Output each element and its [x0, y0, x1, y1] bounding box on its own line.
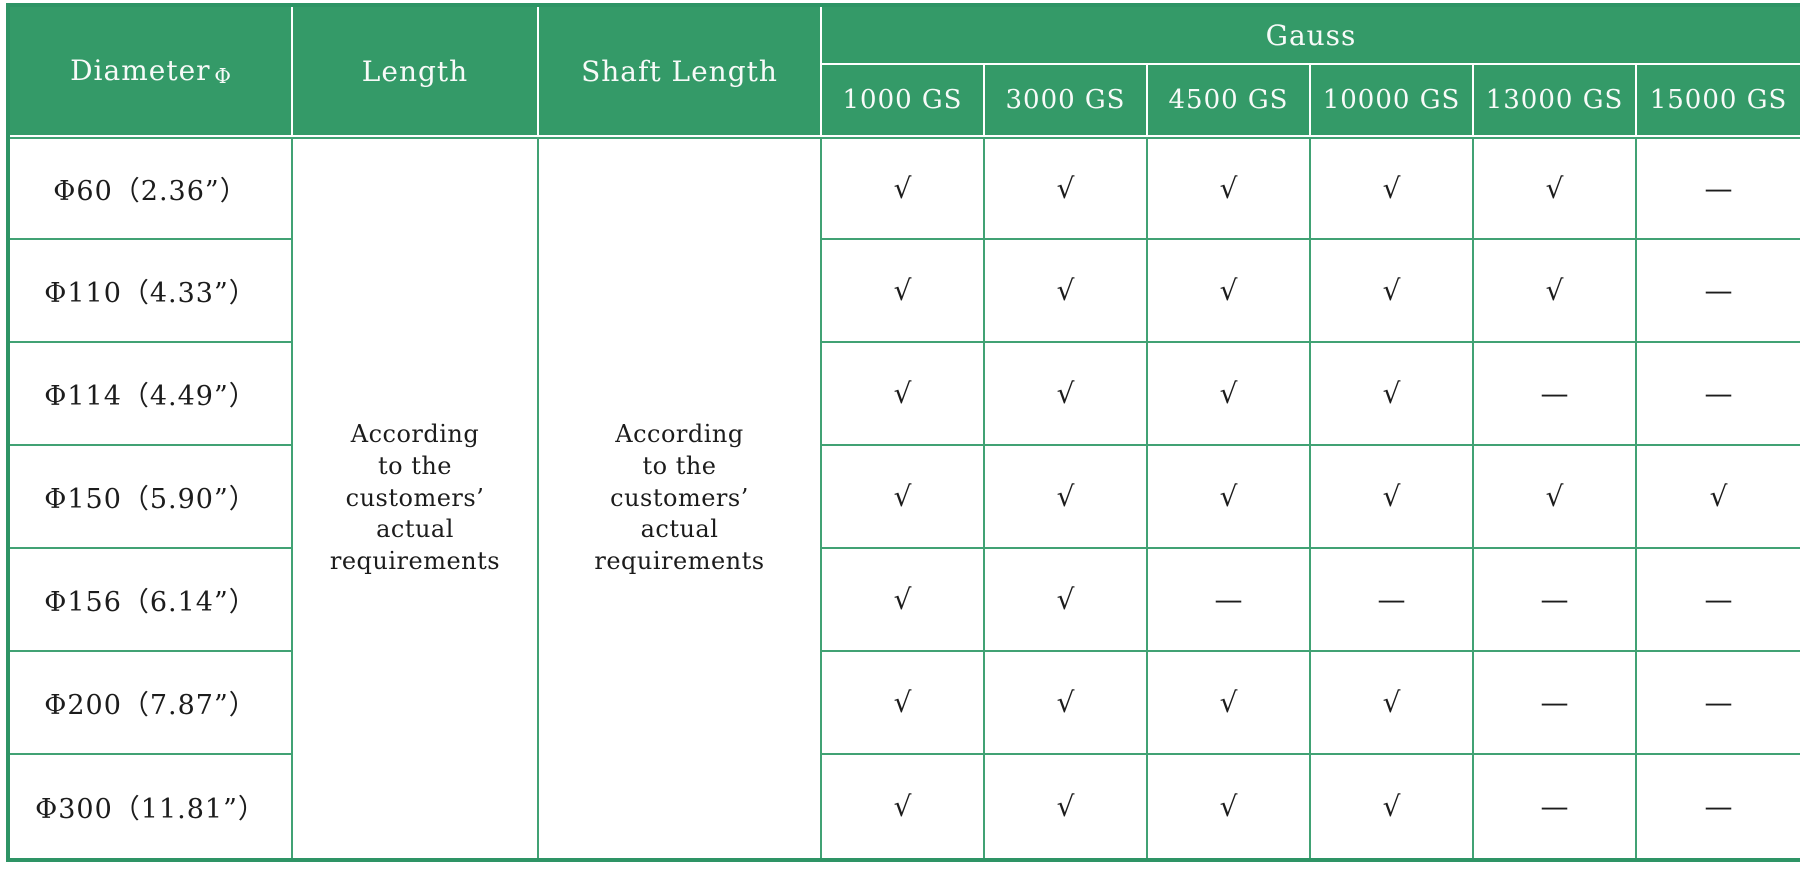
column-header-4500gs: 4500 GS — [1148, 65, 1311, 137]
gauss-mark: √ — [822, 549, 985, 652]
gauss-mark: √ — [822, 446, 985, 549]
diameter-value: Φ150（5.90”） — [10, 446, 293, 549]
gauss-mark: √ — [1474, 240, 1637, 343]
table-body: Φ60（2.36”） According to the customers’ a… — [10, 137, 1800, 858]
gauss-mark: √ — [985, 549, 1148, 652]
gauss-mark: — — [1474, 755, 1637, 858]
gauss-mark: √ — [822, 652, 985, 755]
gauss-mark: — — [1474, 343, 1637, 446]
diameter-label: Diameter — [70, 54, 211, 87]
gauss-mark: √ — [985, 240, 1148, 343]
column-header-13000gs: 13000 GS — [1474, 65, 1637, 137]
gauss-mark: — — [1148, 549, 1311, 652]
diameter-value: Φ60（2.36”） — [10, 137, 293, 240]
column-header-3000gs: 3000 GS — [985, 65, 1148, 137]
header-row-gauss-values: 1000 GS 3000 GS 4500 GS 10000 GS 13000 G… — [10, 65, 1800, 137]
gauss-mark: √ — [1311, 446, 1474, 549]
gauss-mark: √ — [985, 652, 1148, 755]
column-header-shaft-length: Shaft Length — [539, 7, 822, 137]
gauss-mark: √ — [985, 343, 1148, 446]
length-label: Length — [361, 54, 469, 88]
column-header-1000gs: 1000 GS — [822, 65, 985, 137]
gauss-mark: √ — [1311, 137, 1474, 240]
gauss-label: Gauss — [1265, 18, 1357, 52]
column-header-10000gs: 10000 GS — [1311, 65, 1474, 137]
diameter-value: Φ156（6.14”） — [10, 549, 293, 652]
table-row-d114: Φ114（4.49”） √ √ √ √ — — — [10, 343, 1800, 446]
gauss-mark: — — [1637, 240, 1800, 343]
gauss-mark: — — [1637, 137, 1800, 240]
gauss-mark: √ — [1311, 755, 1474, 858]
column-group-header-gauss: Gauss — [822, 7, 1800, 65]
gauss-mark: √ — [822, 343, 985, 446]
gauss-mark: √ — [1148, 446, 1311, 549]
shaft-length-note-cell: According to the customers’ actual requi… — [539, 137, 822, 858]
table-row-d200: Φ200（7.87”） √ √ √ √ — — — [10, 652, 1800, 755]
gauss-mark: — — [1637, 343, 1800, 446]
phi-symbol: Φ — [214, 64, 231, 88]
gauss-mark: √ — [1148, 343, 1311, 446]
gauss-mark: √ — [1474, 446, 1637, 549]
gauss-mark: √ — [1311, 652, 1474, 755]
gauss-mark: √ — [1474, 137, 1637, 240]
gauss-mark: √ — [1311, 240, 1474, 343]
diameter-value: Φ200（7.87”） — [10, 652, 293, 755]
gauss-mark: — — [1311, 549, 1474, 652]
gauss-mark: √ — [1148, 137, 1311, 240]
gauss-mark: √ — [985, 755, 1148, 858]
column-header-15000gs: 15000 GS — [1637, 65, 1800, 137]
magnet-spec-table: Diameter Φ Length Shaft Length Gauss 100… — [6, 3, 1800, 862]
gauss-mark: √ — [1148, 755, 1311, 858]
length-note-cell: According to the customers’ actual requi… — [293, 137, 539, 858]
gauss-mark: √ — [985, 446, 1148, 549]
table-row-d300: Φ300（11.81”） √ √ √ √ — — — [10, 755, 1800, 858]
gauss-mark: √ — [1148, 652, 1311, 755]
gauss-mark: — — [1637, 652, 1800, 755]
column-header-diameter: Diameter Φ — [10, 7, 293, 137]
diameter-value: Φ114（4.49”） — [10, 343, 293, 446]
shaft-length-label: Shaft Length — [581, 54, 778, 88]
table-row-d60: Φ60（2.36”） According to the customers’ a… — [10, 137, 1800, 858]
gauss-mark: √ — [822, 240, 985, 343]
table-row-d110: Φ110（4.33”） √ √ √ √ √ — — [10, 240, 1800, 343]
gauss-mark: √ — [822, 755, 985, 858]
gauss-mark: √ — [1637, 446, 1800, 549]
diameter-value: Φ300（11.81”） — [10, 755, 293, 858]
table-row-d156: Φ156（6.14”） √ √ — — — — — [10, 549, 1800, 652]
table-row-d150: Φ150（5.90”） √ √ √ √ √ √ — [10, 446, 1800, 549]
gauss-mark: √ — [822, 137, 985, 240]
table-header: Diameter Φ Length Shaft Length Gauss 100… — [10, 7, 1800, 137]
gauss-mark: — — [1474, 652, 1637, 755]
header-row-group: Diameter Φ Length Shaft Length Gauss — [10, 7, 1800, 137]
gauss-mark: — — [1474, 549, 1637, 652]
gauss-mark: √ — [985, 137, 1148, 240]
gauss-mark: — — [1637, 549, 1800, 652]
gauss-mark: √ — [1311, 343, 1474, 446]
column-header-length: Length — [293, 7, 539, 137]
diameter-value: Φ110（4.33”） — [10, 240, 293, 343]
gauss-mark: — — [1637, 755, 1800, 858]
gauss-mark: √ — [1148, 240, 1311, 343]
